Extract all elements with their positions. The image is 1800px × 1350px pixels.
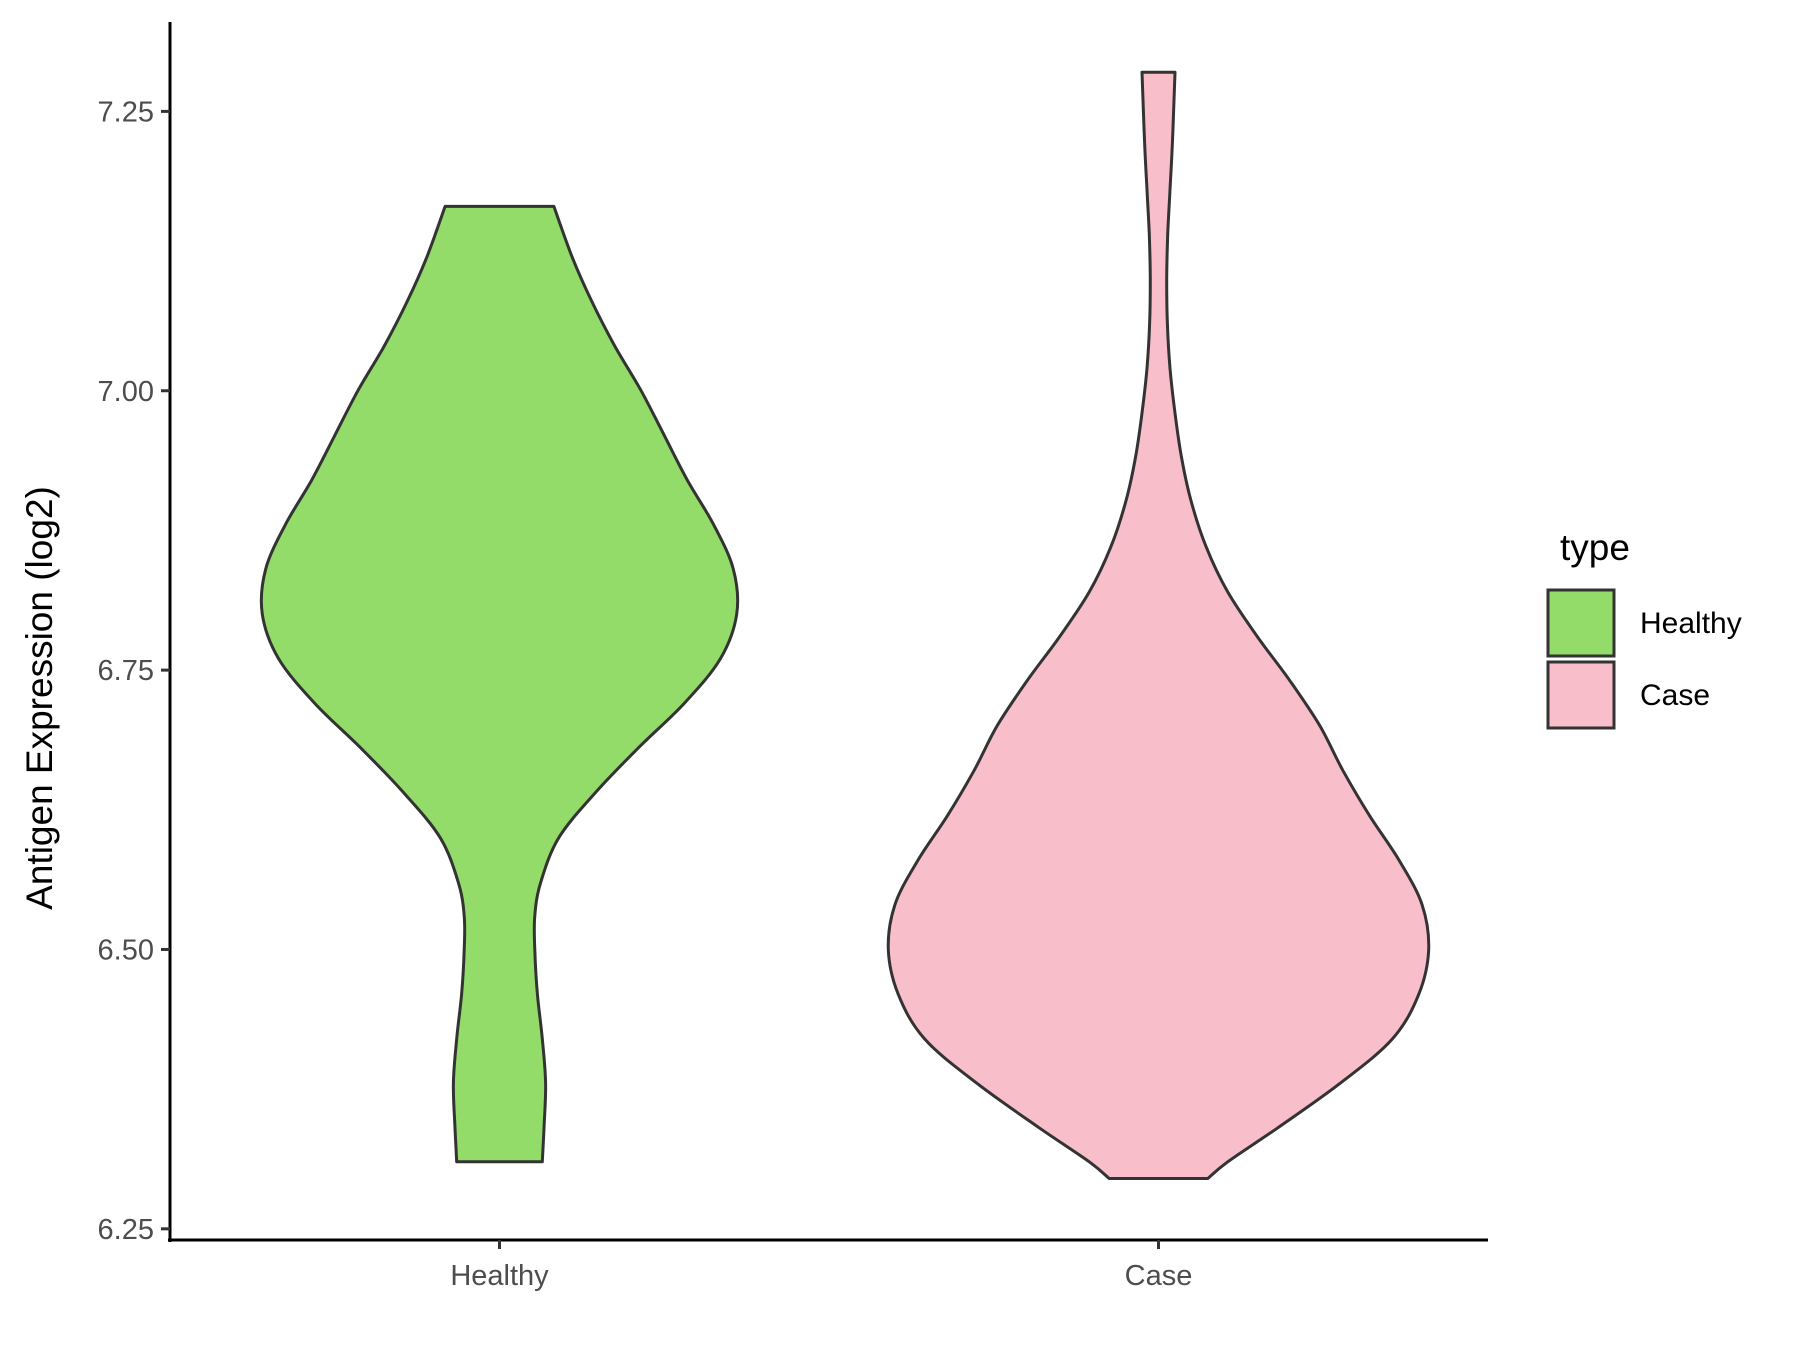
legend-key-healthy [1546,588,1616,658]
y-tick-label: 6.50 [98,934,154,966]
legend-title: type [1560,527,1630,568]
y-tick-label: 7.00 [98,376,154,408]
legend-key-case [1546,660,1616,730]
violin-healthy [259,204,740,1164]
legend-label-healthy: Healthy [1640,607,1742,640]
x-tick-label: Healthy [450,1260,549,1292]
plot-area [259,70,1431,1180]
x-tick-label: Case [1125,1260,1193,1292]
violin-case [886,70,1431,1180]
y-tick-label: 6.25 [98,1214,154,1246]
y-axis-title: Antigen Expression (log2) [19,486,60,910]
legend-label-case: Case [1640,679,1710,712]
legend: type Healthy Case [1546,527,1742,730]
y-tick-label: 6.75 [98,655,154,687]
y-tick-label: 7.25 [98,96,154,128]
x-axis: Healthy Case [168,1238,1488,1292]
y-axis: 6.25 6.50 6.75 7.00 7.25 [98,22,172,1246]
